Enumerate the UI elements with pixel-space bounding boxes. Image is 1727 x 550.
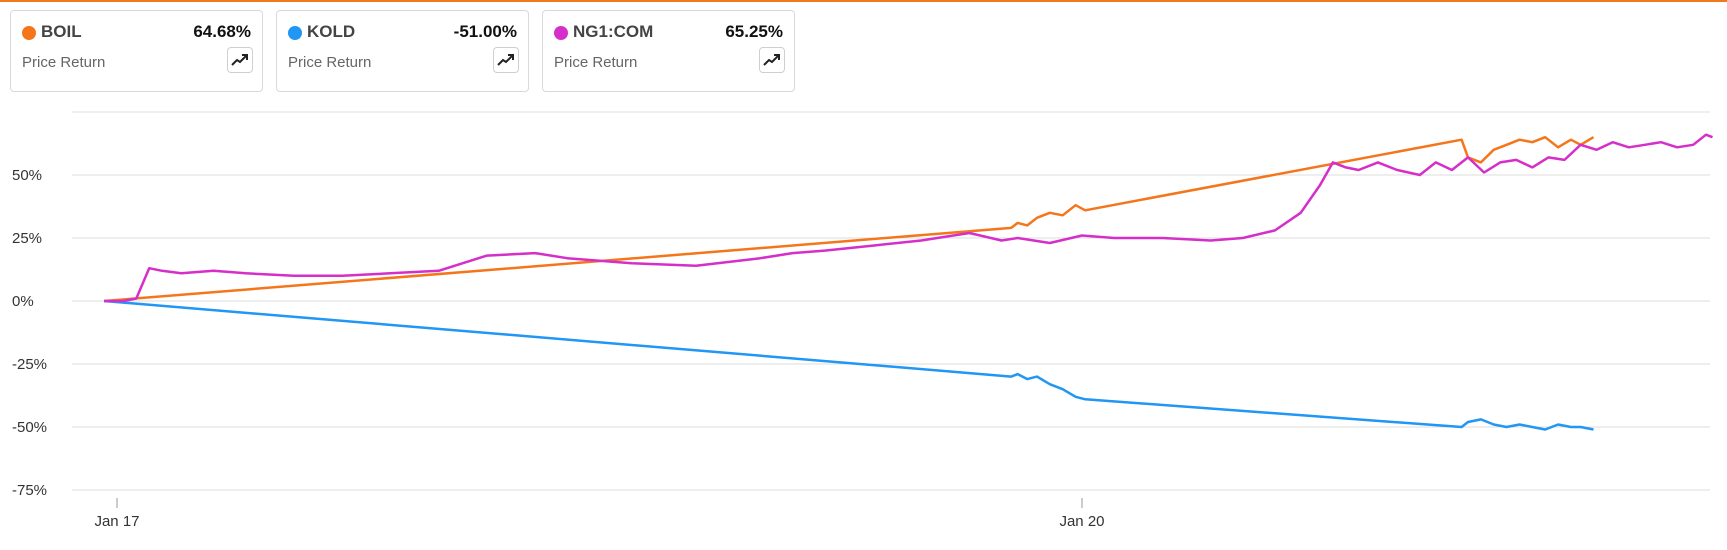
- ng1-color-dot: [554, 26, 568, 40]
- y-tick-label: 0%: [12, 293, 34, 310]
- y-tick-label: 25%: [12, 230, 42, 247]
- card-kold[interactable]: KOLD -51.00% Price Return: [276, 10, 529, 92]
- card-symbol: NG1:COM: [573, 22, 654, 41]
- y-tick-label: -50%: [12, 419, 47, 436]
- card-subtitle: Price Return: [22, 54, 106, 71]
- card-return-value: 65.25%: [725, 22, 783, 41]
- x-tick-label: Jan 17: [94, 513, 139, 530]
- series-line-ng1-com: [104, 133, 1713, 303]
- card-subtitle: Price Return: [288, 54, 372, 71]
- x-tick-label: Jan 20: [1059, 513, 1104, 530]
- y-tick-label: -25%: [12, 356, 47, 373]
- trend-chart-icon[interactable]: [759, 47, 785, 73]
- card-boil[interactable]: BOIL 64.68% Price Return: [10, 10, 263, 92]
- y-tick-label: 50%: [12, 167, 42, 184]
- boil-color-dot: [22, 26, 36, 40]
- series-line-kold: [103, 299, 1594, 431]
- card-return-value: 64.68%: [193, 22, 251, 41]
- trend-chart-icon[interactable]: [227, 47, 253, 73]
- kold-color-dot: [288, 26, 302, 40]
- card-symbol: KOLD: [307, 22, 356, 41]
- card-subtitle: Price Return: [554, 54, 638, 71]
- trend-chart-icon[interactable]: [493, 47, 519, 73]
- series-cards: BOIL 64.68% Price Return KOLD -51.00% Pr…: [10, 10, 795, 92]
- top-accent-line: [0, 0, 1727, 2]
- card-ng1-com[interactable]: NG1:COM 65.25% Price Return: [542, 10, 795, 92]
- card-return-value: -51.00%: [453, 22, 517, 41]
- card-symbol: BOIL: [41, 22, 82, 41]
- y-tick-label: -75%: [12, 482, 47, 499]
